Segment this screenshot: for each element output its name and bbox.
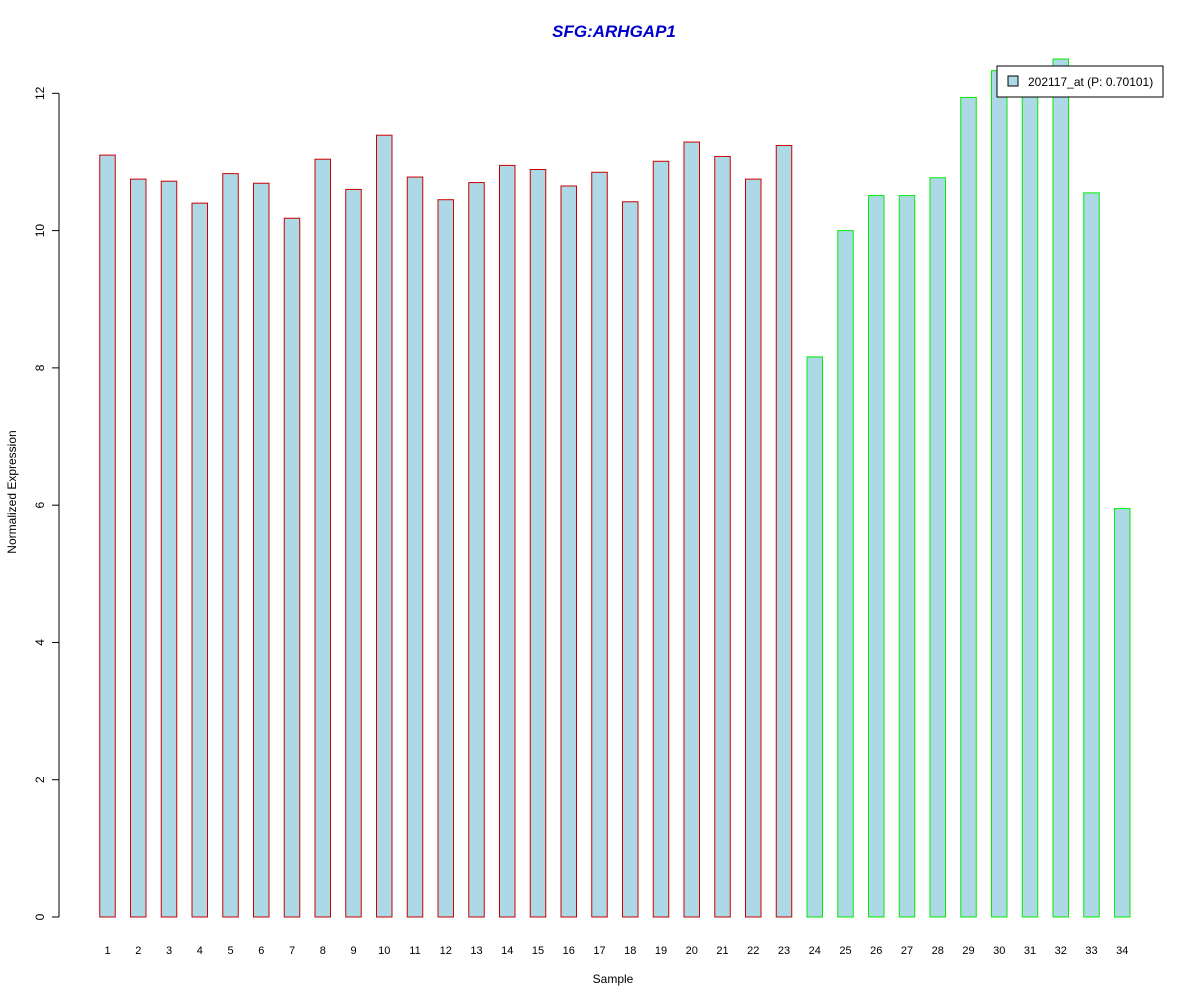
x-tick-label: 9 (350, 945, 356, 957)
x-tick-label: 27 (901, 945, 913, 957)
x-tick-label: 5 (227, 945, 233, 957)
x-tick-label: 1 (104, 945, 110, 957)
x-tick-label: 19 (655, 945, 667, 957)
x-tick-label: 25 (839, 945, 851, 957)
x-tick-label: 11 (409, 945, 420, 957)
x-tick-label: 7 (289, 945, 295, 957)
bar (898, 195, 916, 918)
y-tick-label: 10 (33, 224, 47, 238)
chart-title: SFG:ARHGAP1 (552, 22, 676, 41)
bar (160, 180, 178, 918)
y-tick-label: 12 (33, 86, 47, 100)
y-tick-label: 4 (33, 639, 47, 646)
bar (314, 158, 331, 918)
bar (775, 144, 793, 918)
x-tick-label: 33 (1085, 945, 1097, 957)
bar (406, 176, 424, 918)
bar (991, 70, 1008, 918)
y-tick-label: 8 (33, 364, 47, 371)
bar (806, 356, 823, 918)
legend: 202117_at (P: 0.70101) (996, 65, 1164, 98)
x-tick-label: 12 (440, 945, 452, 957)
bar (1021, 90, 1039, 918)
bar (437, 199, 454, 918)
bar (683, 141, 700, 918)
legend-label: 202117_at (P: 0.70101) (1028, 75, 1153, 89)
x-tick-label: 30 (993, 945, 1005, 957)
bar (652, 160, 670, 918)
x-tick-label: 2 (135, 945, 141, 957)
x-tick-label: 3 (166, 945, 172, 957)
x-tick-label: 18 (624, 945, 636, 957)
x-tick-label: 24 (809, 945, 821, 957)
x-tick-label: 13 (470, 945, 482, 957)
bar (929, 177, 946, 918)
x-tick-label: 4 (197, 945, 203, 957)
x-tick-label: 10 (378, 945, 390, 957)
bar (868, 195, 885, 918)
bar (345, 188, 362, 918)
x-tick-label: 16 (563, 945, 575, 957)
x-axis-label: Sample (593, 972, 634, 986)
bar (960, 96, 977, 918)
bar (376, 134, 393, 918)
bar (622, 201, 639, 918)
x-tick-label: 8 (320, 945, 326, 957)
x-tick-label: 23 (778, 945, 790, 957)
x-tick-label: 26 (870, 945, 882, 957)
bar (560, 185, 577, 918)
y-tick-label: 6 (33, 502, 47, 509)
x-tick-label: 21 (716, 945, 728, 957)
bar (1083, 192, 1100, 918)
bar (745, 178, 762, 918)
y-axis-label: Normalized Expression (5, 430, 19, 553)
bar (283, 217, 301, 918)
x-tick-label: 15 (532, 945, 544, 957)
x-tick-label: 32 (1055, 945, 1067, 957)
bar (499, 164, 516, 918)
x-tick-label: 34 (1116, 945, 1128, 957)
x-tick-label: 31 (1024, 945, 1036, 957)
y-axis: 0 2 4 6 8 10 12 (33, 86, 60, 920)
y-tick-label: 0 (33, 913, 47, 920)
bar (714, 155, 731, 918)
bar (1052, 58, 1069, 918)
bar (253, 182, 270, 918)
bar (99, 154, 116, 918)
x-tick-label: 22 (747, 945, 759, 957)
x-tick-label: 14 (501, 945, 513, 957)
bar (468, 182, 485, 918)
x-tick-labels: 1 2 3 4 5 6 7 8 9 10 11 12 13 14 15 16 17 18 19 20 21 22 23 24 2… (104, 945, 1128, 957)
bar (130, 178, 147, 918)
x-tick-label: 17 (593, 945, 605, 957)
bars (99, 58, 1131, 918)
bar (191, 202, 208, 918)
bar (591, 171, 608, 918)
legend-box (996, 65, 1164, 98)
bar (529, 169, 547, 918)
x-tick-label: 6 (258, 945, 264, 957)
legend-swatch (1007, 75, 1019, 87)
bar (1114, 508, 1131, 918)
y-tick-label: 2 (33, 776, 47, 783)
bar (222, 173, 239, 918)
bar (837, 230, 854, 918)
x-tick-label: 28 (932, 945, 944, 957)
x-tick-label: 20 (686, 945, 698, 957)
x-tick-label: 29 (962, 945, 974, 957)
